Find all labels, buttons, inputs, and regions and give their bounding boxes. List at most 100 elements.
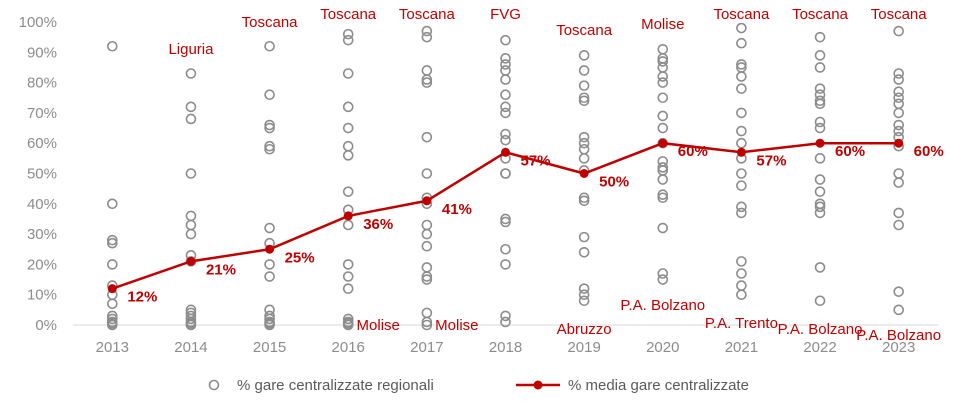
scatter-point <box>500 134 511 146</box>
scatter-point <box>814 83 826 94</box>
scatter-point <box>264 271 275 282</box>
scatter-point <box>500 243 511 255</box>
x-tick-label: 2021 <box>725 339 758 356</box>
scatter-point <box>736 22 747 34</box>
scatter-point <box>342 101 354 113</box>
max-region-label: Toscana <box>242 14 299 31</box>
scatter-point <box>421 307 433 319</box>
scatter-point <box>814 122 826 134</box>
scatter-point <box>500 259 511 270</box>
scatter-point <box>421 74 433 85</box>
x-tick-label: 2015 <box>253 339 286 356</box>
scatter-point <box>578 65 590 76</box>
scatter-point <box>736 280 747 291</box>
scatter-point <box>814 295 826 307</box>
scatter-point <box>578 192 590 204</box>
x-tick-label: 2019 <box>567 339 600 356</box>
scatter-point <box>893 107 904 119</box>
scatter-point <box>657 110 669 122</box>
scatter-point <box>500 53 511 64</box>
scatter-point <box>578 92 590 104</box>
scatter-point <box>893 86 904 97</box>
mean-data-label: 57% <box>756 152 786 169</box>
data-labels: 12% 21% 25% 36% 41% 57% 50% 60% 57% 60% 60% <box>127 143 943 305</box>
scatter-point <box>814 186 826 197</box>
scatter-point <box>421 77 433 88</box>
scatter-point <box>500 213 511 225</box>
scatter-point <box>657 77 669 88</box>
min-region-label: Molise <box>357 317 400 334</box>
x-tick-label: 2016 <box>332 339 365 356</box>
y-tick-label: 0% <box>35 317 57 334</box>
scatter-point <box>264 140 275 152</box>
scatter-point <box>500 65 511 76</box>
scatter-point <box>893 207 904 219</box>
max-region-label: Toscana <box>871 6 928 23</box>
scatter-point <box>893 219 904 231</box>
scatter-point <box>264 89 275 101</box>
region-annotations: Liguria Toscana Toscana Toscana FVG Toscana Mo… <box>168 6 941 344</box>
x-tick-label: 2020 <box>646 339 679 356</box>
y-tick-label: 100% <box>19 14 57 31</box>
scatter-point <box>814 262 826 273</box>
scatter-point <box>421 271 433 282</box>
scatter-point <box>421 25 433 37</box>
scatter-point <box>657 274 669 285</box>
max-region-label: Liguria <box>168 41 214 58</box>
scatter-point <box>893 168 904 179</box>
scatter-point <box>814 95 826 107</box>
scatter-point <box>893 25 904 37</box>
scatter-point <box>578 283 590 294</box>
scatter-point <box>342 68 354 79</box>
scatter-point <box>185 219 197 231</box>
scatter-point <box>814 50 826 61</box>
scatter-point <box>264 319 275 331</box>
max-region-label: Toscana <box>399 6 456 23</box>
scatter-point <box>893 177 904 188</box>
scatter-point <box>342 186 354 197</box>
scatter-point <box>185 68 197 79</box>
scatter-point <box>578 80 590 91</box>
scatter-point <box>736 256 747 267</box>
scatter-point <box>342 283 354 294</box>
scatter-point <box>264 222 275 234</box>
scatter-point <box>814 153 826 164</box>
scatter-point <box>421 228 433 240</box>
x-tick-label: 2022 <box>803 339 836 356</box>
y-tick-label: 70% <box>27 105 57 122</box>
scatter-point <box>736 71 747 82</box>
min-region-label: P.A. Bolzano <box>856 327 941 344</box>
scatter-point <box>814 201 826 213</box>
scatter-point <box>736 59 747 70</box>
scatter-point <box>578 246 590 258</box>
scatter-point <box>657 189 669 201</box>
scatter-point <box>578 137 590 149</box>
max-region-label: Toscana <box>320 6 377 23</box>
scatter-point <box>814 174 826 185</box>
scatter-point <box>185 228 197 240</box>
scatter-point <box>893 68 904 79</box>
max-region-label: Toscana <box>792 6 849 23</box>
mean-line-marker <box>736 147 746 157</box>
scatter-point <box>736 37 747 49</box>
scatter-point <box>421 262 433 273</box>
scatter-point <box>500 107 511 119</box>
scatter-point <box>893 92 904 104</box>
scatter-point <box>342 140 354 152</box>
mean-data-label: 60% <box>835 143 865 160</box>
scatter-point <box>736 168 747 179</box>
scatter-point <box>578 50 590 61</box>
scatter-point <box>893 74 904 85</box>
mean-line-marker <box>107 284 117 294</box>
scatter-point <box>421 240 433 252</box>
scatter-point <box>107 298 118 310</box>
scatter-point <box>500 310 511 322</box>
scatter-point <box>264 119 275 131</box>
y-tick-label: 20% <box>27 256 57 273</box>
scatter-point <box>893 286 904 297</box>
mean-data-label: 60% <box>678 143 708 160</box>
max-region-label: Toscana <box>713 6 770 23</box>
scatter-point <box>893 304 904 316</box>
scatter-point <box>264 259 275 270</box>
legend: % gare centralizzate regionali % media g… <box>208 377 749 394</box>
